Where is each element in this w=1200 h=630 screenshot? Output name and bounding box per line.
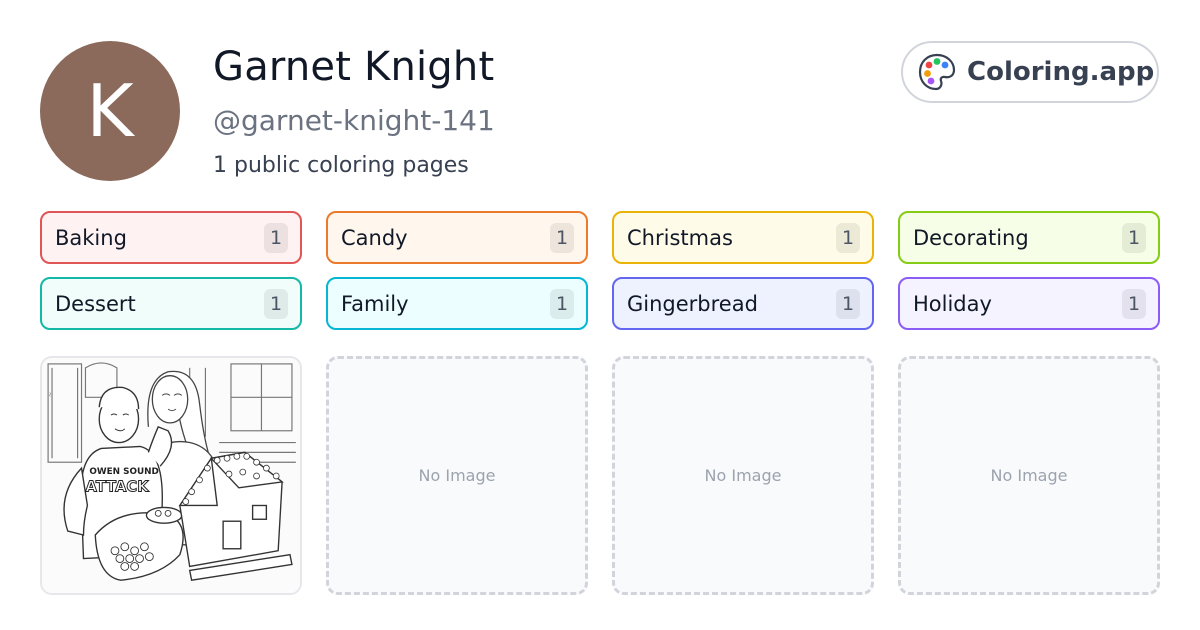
no-image-label: No Image: [704, 466, 782, 485]
tag-count: 1: [836, 288, 860, 319]
tag-dessert[interactable]: Dessert 1: [40, 277, 302, 330]
empty-thumbnail: No Image: [612, 356, 874, 595]
tag-gingerbread[interactable]: Gingerbread 1: [612, 277, 874, 330]
tag-label: Holiday: [913, 291, 992, 316]
tag-label: Decorating: [913, 225, 1029, 250]
tag-family[interactable]: Family 1: [326, 277, 588, 330]
shirt-text-bottom: ATTACK: [85, 479, 149, 496]
tag-label: Dessert: [55, 291, 136, 316]
tag-count: 1: [264, 288, 288, 319]
tag-count: 1: [264, 222, 288, 253]
tag-label: Baking: [55, 225, 127, 250]
tag-decorating[interactable]: Decorating 1: [898, 211, 1160, 264]
tag-count: 1: [550, 288, 574, 319]
avatar: K: [40, 41, 180, 181]
palette-icon: [918, 53, 956, 91]
profile-name: Garnet Knight: [213, 44, 495, 90]
tag-holiday[interactable]: Holiday 1: [898, 277, 1160, 330]
empty-thumbnail: No Image: [326, 356, 588, 595]
tag-candy[interactable]: Candy 1: [326, 211, 588, 264]
public-pages-count: 1 public coloring pages: [213, 153, 469, 178]
gingerbread-coloring-illustration: OWEN SOUND ATTACK: [42, 358, 300, 593]
tag-baking[interactable]: Baking 1: [40, 211, 302, 264]
brand-label: Coloring.app: [967, 57, 1155, 87]
shirt-text-top: OWEN SOUND: [89, 467, 158, 477]
artist-signature: ~: [46, 391, 54, 397]
tag-christmas[interactable]: Christmas 1: [612, 211, 874, 264]
tag-label: Candy: [341, 225, 408, 250]
profile-handle: @garnet-knight-141: [213, 104, 495, 137]
no-image-label: No Image: [418, 466, 496, 485]
tag-label: Family: [341, 291, 409, 316]
tag-label: Christmas: [627, 225, 733, 250]
coloring-app-badge[interactable]: Coloring.app: [901, 41, 1159, 103]
coloring-page-thumbnail[interactable]: OWEN SOUND ATTACK: [40, 356, 302, 595]
tag-count: 1: [1122, 222, 1146, 253]
no-image-label: No Image: [990, 466, 1068, 485]
tag-count: 1: [1122, 288, 1146, 319]
tag-count: 1: [550, 222, 574, 253]
tag-count: 1: [836, 222, 860, 253]
empty-thumbnail: No Image: [898, 356, 1160, 595]
tag-label: Gingerbread: [627, 291, 758, 316]
